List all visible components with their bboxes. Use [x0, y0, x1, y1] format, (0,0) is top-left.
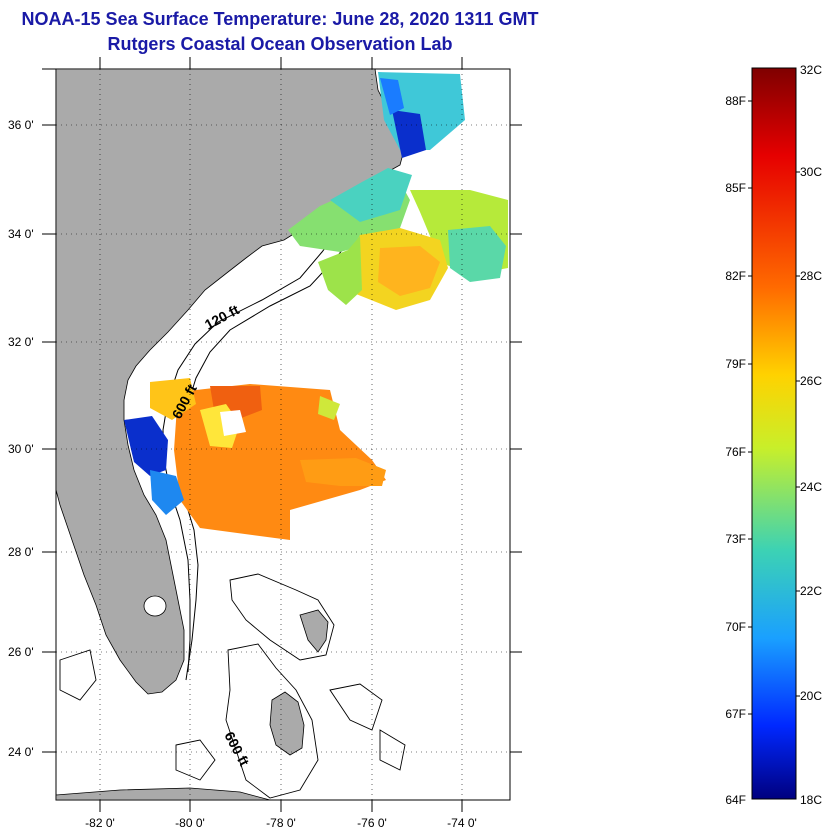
lat-label-24: 24 0' [8, 745, 34, 759]
cb-f-76: 76F [725, 445, 746, 459]
map-title: NOAA-15 Sea Surface Temperature: June 28… [21, 9, 539, 29]
cb-c-28: 28C [800, 269, 822, 283]
sst-swath-north [288, 72, 508, 310]
cb-f-73: 73F [725, 532, 746, 546]
cb-f-85: 85F [725, 181, 746, 195]
colorbar [751, 67, 797, 800]
lat-label-32: 32 0' [8, 335, 34, 349]
lon-label-82: -82 0' [85, 816, 115, 830]
cb-c-20: 20C [800, 689, 822, 703]
graticule [56, 69, 510, 800]
lat-label-34: 34 0' [8, 227, 34, 241]
cb-f-70: 70F [725, 620, 746, 634]
cb-c-32: 32C [800, 63, 822, 77]
cb-f-79: 79F [725, 357, 746, 371]
colorbar-ticks [748, 100, 800, 715]
lat-label-36: 36 0' [8, 118, 34, 132]
cb-c-26: 26C [800, 374, 822, 388]
land-bahamas-grand [299, 609, 329, 653]
land-cuba [56, 787, 271, 800]
map-subtitle: Rutgers Coastal Ocean Observation Lab [107, 34, 453, 54]
cb-f-64: 64F [725, 793, 746, 807]
lat-label-28: 28 0' [8, 545, 34, 559]
cb-f-82: 82F [725, 269, 746, 283]
cb-c-30: 30C [800, 165, 822, 179]
lat-label-26: 26 0' [8, 645, 34, 659]
lon-label-80: -80 0' [175, 816, 205, 830]
frame-ticks [42, 57, 522, 812]
lat-label-30: 30 0' [8, 442, 34, 456]
cb-f-88: 88F [725, 94, 746, 108]
cb-c-18: 18C [800, 793, 822, 807]
lake-okeechobee [143, 595, 167, 617]
contour-bahama-banks [59, 573, 406, 799]
lon-label-78: -78 0' [266, 816, 296, 830]
land-bahamas-andros [269, 691, 305, 756]
sst-swath-south [124, 378, 386, 540]
lon-label-74: -74 0' [447, 816, 477, 830]
cb-c-22: 22C [800, 584, 822, 598]
cb-f-67: 67F [725, 707, 746, 721]
lon-label-76: -76 0' [357, 816, 387, 830]
cb-c-24: 24C [800, 480, 822, 494]
